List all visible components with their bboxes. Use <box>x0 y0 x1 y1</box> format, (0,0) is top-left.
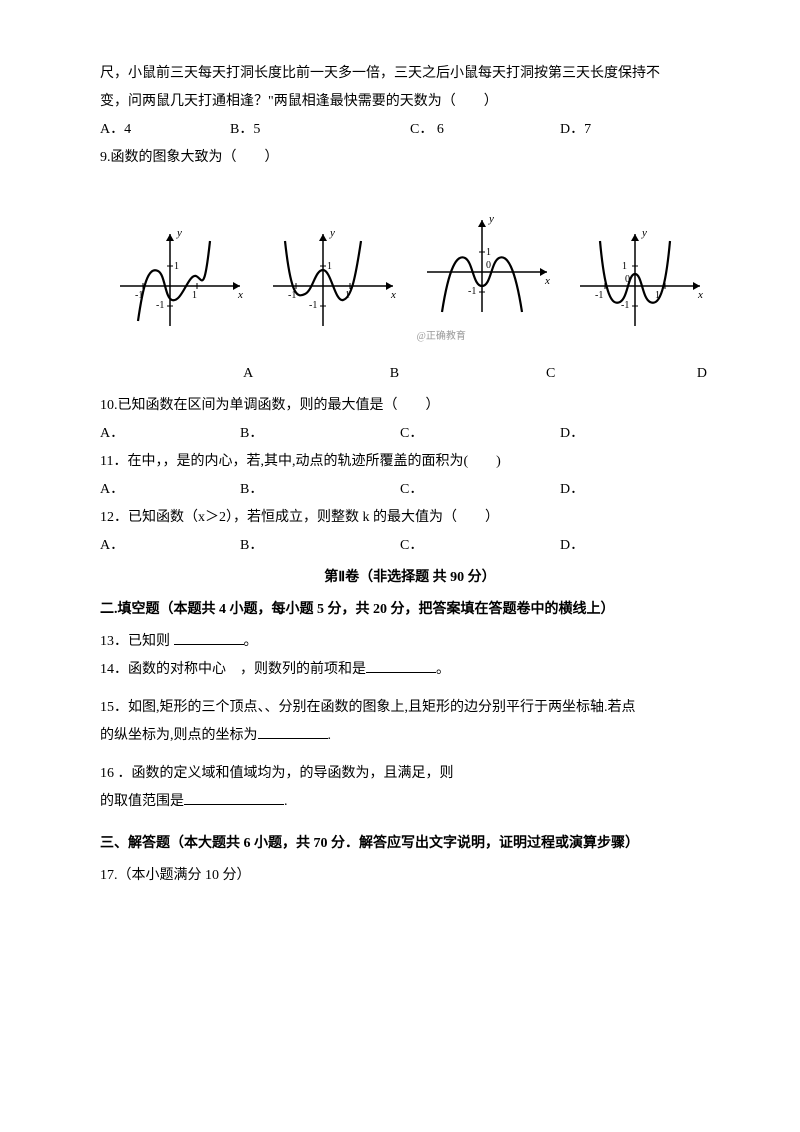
q13: 13．已知则 。 <box>100 628 720 656</box>
q8-opt-c: C． 6 <box>410 116 560 144</box>
q10-opt-c: C． <box>400 420 560 448</box>
q11-opt-a: A． <box>100 476 240 504</box>
q13-pre: 13．已知则 <box>100 634 174 649</box>
svg-text:y: y <box>329 227 335 239</box>
q9-label-c: C <box>533 360 569 388</box>
svg-text:0: 0 <box>486 260 491 271</box>
q9-label-d: D <box>684 360 720 388</box>
svg-text:-1: -1 <box>309 300 317 311</box>
q8-line2: 变，问两鼠几天打通相逢？"两鼠相逢最快需要的天数为（ ） <box>100 88 720 116</box>
q10-opt-d: D． <box>560 420 660 448</box>
svg-text:y: y <box>176 227 182 239</box>
graph-c-wrap: y x 1 0 -1 @正确教育 <box>417 212 557 350</box>
q8-options: A．4 B．5 C． 6 D．7 <box>100 116 720 144</box>
svg-text:-1: -1 <box>621 300 629 311</box>
q16-line2: 的取值范围是. <box>100 788 720 816</box>
q14-pre: 14．函数的对称中心 ，则数列的前项和是 <box>100 662 366 677</box>
graph-d: y x 1 0 -1 1 -1 <box>570 226 710 336</box>
q9-label-a: A <box>230 360 266 388</box>
q17: 17.（本小题满分 10 分） <box>100 862 720 890</box>
svg-text:1: 1 <box>622 261 627 272</box>
q15-line2: 的纵坐标为,则点的坐标为. <box>100 722 720 750</box>
svg-text:1: 1 <box>327 261 332 272</box>
q11-options: A． B． C． D． <box>100 476 720 504</box>
svg-text:1: 1 <box>486 247 491 258</box>
q14-blank <box>366 658 436 673</box>
q14-post: 。 <box>436 662 450 677</box>
q11-opt-c: C． <box>400 476 560 504</box>
part2-title: 二.填空题（本题共 4 小题，每小题 5 分，共 20 分，把答案填在答题卷中的… <box>100 596 720 624</box>
svg-text:y: y <box>641 227 647 239</box>
q15-pre: 的纵坐标为,则点的坐标为 <box>100 728 258 743</box>
svg-text:1: 1 <box>192 290 197 301</box>
svg-text:-1: -1 <box>156 300 164 311</box>
graph-a: y x 1 -1 1 -1 <box>110 226 250 336</box>
q14: 14．函数的对称中心 ，则数列的前项和是 。 <box>100 656 720 684</box>
q13-blank <box>174 630 244 645</box>
graph-c: y x 1 0 -1 <box>417 212 557 322</box>
q8-line1: 尺，小鼠前三天每天打洞长度比前一天多一倍，三天之后小鼠每天打洞按第三天长度保持不 <box>100 60 720 88</box>
svg-text:y: y <box>488 213 494 225</box>
q10-options: A． B． C． D． <box>100 420 720 448</box>
q8-opt-a: A．4 <box>100 116 230 144</box>
q8-opt-b: B．5 <box>230 116 410 144</box>
watermark: @正确教育 <box>417 331 466 342</box>
part3-title: 三、解答题（本大题共 6 小题，共 70 分．解答应写出文字说明，证明过程或演算… <box>100 830 720 858</box>
q10-opt-b: B． <box>240 420 400 448</box>
q12-text: 12．已知函数（x＞2），若恒成立，则整数 k 的最大值为（ ） <box>100 504 720 532</box>
svg-text:-1: -1 <box>468 286 476 297</box>
q10-opt-a: A． <box>100 420 240 448</box>
q9-text: 9.函数的图象大致为（ ） <box>100 144 720 172</box>
q8-opt-d: D．7 <box>560 116 660 144</box>
q12-opt-c: C． <box>400 532 560 560</box>
q15-blank <box>258 724 328 739</box>
q13-post: 。 <box>244 634 258 649</box>
section2-title: 第Ⅱ卷（非选择题 共 90 分） <box>100 564 720 592</box>
q11-opt-d: D． <box>560 476 660 504</box>
q16-line1: 16 ．函数的定义域和值域均为，的导函数为，且满足，则 <box>100 760 720 788</box>
q9-labels: A B C D <box>100 360 720 388</box>
q12-opt-d: D． <box>560 532 660 560</box>
svg-text:x: x <box>237 289 243 301</box>
svg-text:x: x <box>544 275 550 287</box>
q16-post: . <box>284 794 288 809</box>
q15-post: . <box>328 728 332 743</box>
q12-opt-a: A． <box>100 532 240 560</box>
graph-b: y x 1 -1 1 -1 <box>263 226 403 336</box>
svg-text:-1: -1 <box>595 290 603 301</box>
q11-opt-b: B． <box>240 476 400 504</box>
q12-opt-b: B． <box>240 532 400 560</box>
svg-text:x: x <box>697 289 703 301</box>
q9-graphs: y x 1 -1 1 -1 y x 1 -1 1 -1 <box>100 212 720 350</box>
q11-text: 11．在中，，是的内心，若,其中,动点的轨迹所覆盖的面积为( ) <box>100 448 720 476</box>
q15-line1: 15．如图,矩形的三个顶点、、分别在函数的图象上,且矩形的边分别平行于两坐标轴.… <box>100 694 720 722</box>
q12-options: A． B． C． D． <box>100 532 720 560</box>
q16-blank <box>184 790 284 805</box>
q9-label-b: B <box>376 360 412 388</box>
svg-text:x: x <box>390 289 396 301</box>
q16-pre: 的取值范围是 <box>100 794 184 809</box>
svg-text:1: 1 <box>174 261 179 272</box>
q10-text: 10.已知函数在区间为单调函数，则的最大值是（ ） <box>100 392 720 420</box>
